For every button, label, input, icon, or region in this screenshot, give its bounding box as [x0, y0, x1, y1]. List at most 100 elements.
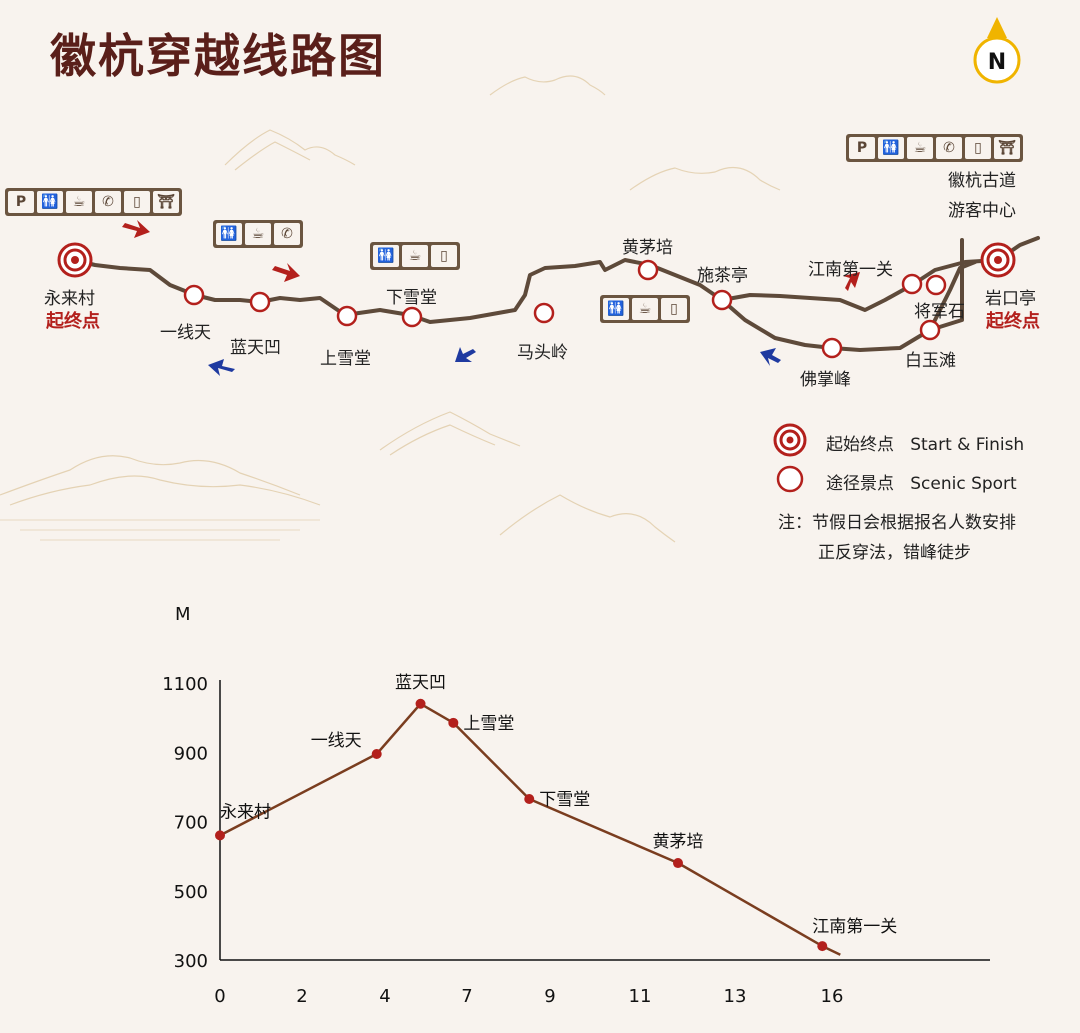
elevation-point: [215, 830, 225, 841]
label-xiaxuetang: 下雪堂: [386, 288, 437, 308]
label-shichating: 施茶亭: [697, 266, 748, 286]
legend-start: 起始终点 Start & Finish: [826, 430, 1024, 455]
facility-bar-visitor: P 🚻 ☕ ✆ ▯ ⛩: [846, 134, 1023, 162]
label-baiyutan: 白玉滩: [905, 351, 956, 371]
facility-bar-shichating: 🚻 ☕ ▯: [600, 295, 690, 323]
elevation-point-label: 上雪堂: [463, 714, 514, 734]
document-icon: ▯: [661, 298, 687, 320]
point-huangmaopei: [637, 259, 659, 281]
north-arrow-icon: [987, 17, 1007, 38]
x-tick-label: 9: [544, 986, 555, 1007]
point-jiangjunshi: [925, 274, 947, 296]
phone-icon: ✆: [95, 191, 121, 213]
elevation-point: [524, 793, 535, 804]
x-tick-label: 0: [214, 986, 225, 1007]
x-tick-label: 13: [724, 986, 747, 1007]
facility-bar-lantianao: 🚻 ☕ ✆: [213, 220, 303, 248]
elevation-point-label: 一线天: [311, 731, 362, 751]
document-icon: ▯: [431, 245, 457, 267]
start-point-yankouting: [980, 242, 1016, 278]
page-title: 徽杭穿越线路图: [50, 29, 386, 83]
shop-icon: ⛩: [994, 137, 1020, 159]
label-jiangjunshi: 将军石: [914, 302, 965, 322]
elevation-point: [371, 748, 382, 759]
tea-icon: ☕: [632, 298, 658, 320]
document-icon: ▯: [124, 191, 150, 213]
document-icon: ▯: [965, 137, 991, 159]
start-point-yonglai: [57, 242, 93, 278]
direction-arrow-icon: [455, 347, 476, 362]
facility-bar-xiaxuetang: 🚻 ☕ ▯: [370, 242, 460, 270]
label-shangxuetang: 上雪堂: [320, 349, 371, 369]
elevation-line: [219, 702, 841, 956]
direction-arrow-icon: [843, 272, 860, 291]
label-visitor-2: 游客中心: [948, 201, 1016, 221]
legend-start-en: Start & Finish: [910, 435, 1025, 455]
x-tick-label: 4: [379, 986, 390, 1007]
note-line-2: 正反穿法，错峰徒步: [818, 543, 971, 563]
point-yixiantian: [183, 284, 205, 306]
elevation-point-label: 蓝天凹: [395, 673, 446, 693]
compass-label: N: [988, 50, 1006, 75]
point-lantianao: [249, 291, 271, 313]
y-tick-label: 500: [174, 882, 208, 903]
note-line-1: 注：节假日会根据报名人数安排: [778, 513, 1016, 533]
label-end: 起终点: [986, 311, 1040, 332]
main-route-line: [73, 236, 1040, 324]
point-fozhangfeng: [821, 337, 843, 359]
point-shangxuetang: [336, 305, 358, 327]
direction-arrow-icon: [122, 220, 150, 238]
elevation-point: [415, 698, 426, 709]
label-matouling: 马头岭: [517, 343, 568, 363]
label-lantianao: 蓝天凹: [230, 338, 281, 358]
tea-icon: ☕: [66, 191, 92, 213]
y-axis-label: M: [175, 604, 191, 625]
label-jiangnan: 江南第一关: [808, 260, 893, 280]
label-yankouting: 岩口亭: [985, 289, 1036, 309]
x-tick-label: 16: [821, 986, 844, 1007]
point-shichating: [711, 289, 733, 311]
legend-scenic-cn: 途径景点: [826, 474, 894, 494]
label-yixiantian: 一线天: [160, 323, 211, 343]
tea-icon: ☕: [907, 137, 933, 159]
point-baiyutan: [919, 319, 941, 341]
phone-icon: ✆: [274, 223, 300, 245]
elevation-point: [448, 717, 459, 728]
tea-icon: ☕: [245, 223, 271, 245]
point-xiaxuetang: [401, 306, 423, 328]
phone-icon: ✆: [936, 137, 962, 159]
point-jiangnan: [901, 273, 923, 295]
parking-icon: P: [8, 191, 34, 213]
x-tick-label: 2: [296, 986, 307, 1007]
y-tick-label: 1100: [162, 674, 208, 695]
direction-arrow-icon: [272, 263, 300, 282]
elevation-point-label: 黄茅培: [653, 832, 704, 852]
elevation-point: [817, 941, 828, 952]
toilet-icon: 🚻: [878, 137, 904, 159]
toilet-icon: 🚻: [37, 191, 63, 213]
label-start: 起终点: [46, 311, 100, 332]
legend-scenic-en: Scenic Sport: [910, 474, 1017, 494]
legend-start-icon: [773, 423, 807, 457]
legend-scenic: 途径景点 Scenic Sport: [826, 469, 1017, 494]
facility-bar-yonglai: P 🚻 ☕ ✆ ▯ ⛩: [5, 188, 182, 216]
label-yonglai: 永来村: [44, 289, 95, 309]
direction-arrow-icon: [760, 348, 781, 366]
x-tick-label: 7: [461, 986, 472, 1007]
branch-route-line: [720, 260, 977, 352]
tea-icon: ☕: [402, 245, 428, 267]
label-visitor-1: 徽杭古道: [948, 171, 1016, 191]
label-huangmaopei: 黄茅培: [622, 238, 673, 258]
y-tick-label: 300: [174, 951, 208, 972]
shop-icon: ⛩: [153, 191, 179, 213]
label-fozhangfeng: 佛掌峰: [800, 370, 851, 390]
point-matouling: [533, 302, 555, 324]
legend-start-cn: 起始终点: [826, 435, 894, 455]
toilet-icon: 🚻: [373, 245, 399, 267]
y-tick-label: 700: [174, 813, 208, 834]
